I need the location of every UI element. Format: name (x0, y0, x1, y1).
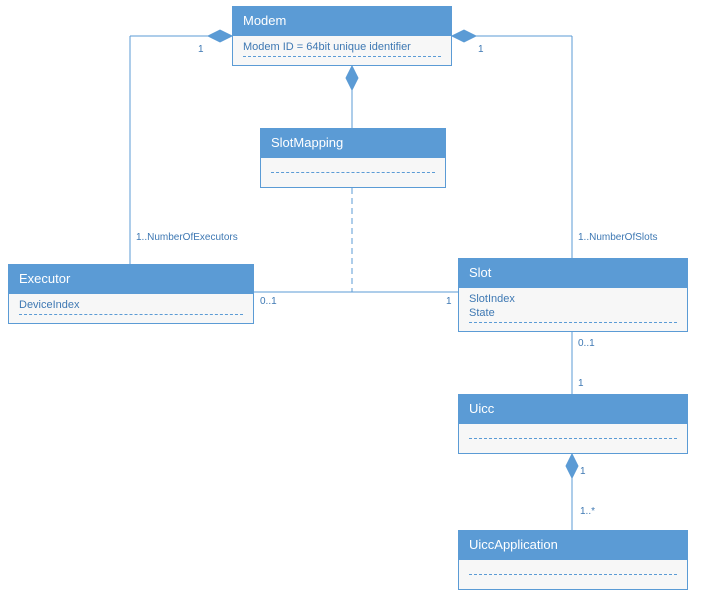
class-slotmapping-title: SlotMapping (261, 129, 445, 158)
mult-exec-slot-left: 0..1 (260, 296, 277, 307)
class-uicc: Uicc (458, 394, 688, 454)
class-executor-attr: DeviceIndex (19, 298, 243, 312)
separator (469, 322, 677, 323)
edge-uicc-uiccapplication (566, 454, 578, 530)
class-modem-title: Modem (233, 7, 451, 36)
class-uiccapplication: UiccApplication (458, 530, 688, 590)
class-modem-body: Modem ID = 64bit unique identifier (233, 36, 451, 65)
separator (271, 172, 435, 173)
mult-modem-exec-top: 1 (198, 44, 204, 55)
class-slot-attr-0: SlotIndex (469, 292, 677, 306)
class-uiccapplication-body (459, 560, 687, 589)
separator (469, 438, 677, 439)
class-modem-attr: Modem ID = 64bit unique identifier (243, 40, 441, 54)
edge-modem-slotmapping (346, 66, 358, 128)
mult-uicc-app-bottom: 1..* (580, 506, 595, 517)
class-uicc-title: Uicc (459, 395, 687, 424)
mult-uicc-app-top: 1 (580, 466, 586, 477)
mult-modem-slot-top: 1 (478, 44, 484, 55)
mult-exec-slot-right: 1 (446, 296, 452, 307)
separator (243, 56, 441, 57)
class-executor-title: Executor (9, 265, 253, 294)
mult-modem-slot-bottom: 1..NumberOfSlots (578, 232, 657, 243)
class-executor: Executor DeviceIndex (8, 264, 254, 324)
class-uiccapplication-title: UiccApplication (459, 531, 687, 560)
mult-slot-uicc-bottom: 1 (578, 378, 584, 389)
class-slot: Slot SlotIndex State (458, 258, 688, 332)
class-slotmapping-body (261, 158, 445, 187)
separator (19, 314, 243, 315)
mult-slot-uicc-top: 0..1 (578, 338, 595, 349)
mult-modem-exec-bottom: 1..NumberOfExecutors (136, 232, 238, 243)
class-modem: Modem Modem ID = 64bit unique identifier (232, 6, 452, 66)
class-slot-attr-1: State (469, 306, 677, 320)
class-slot-body: SlotIndex State (459, 288, 687, 331)
class-slotmapping: SlotMapping (260, 128, 446, 188)
edge-modem-slot (452, 30, 572, 258)
edge-modem-executor (130, 30, 232, 264)
class-uicc-body (459, 424, 687, 453)
class-slot-title: Slot (459, 259, 687, 288)
class-executor-body: DeviceIndex (9, 294, 253, 323)
separator (469, 574, 677, 575)
